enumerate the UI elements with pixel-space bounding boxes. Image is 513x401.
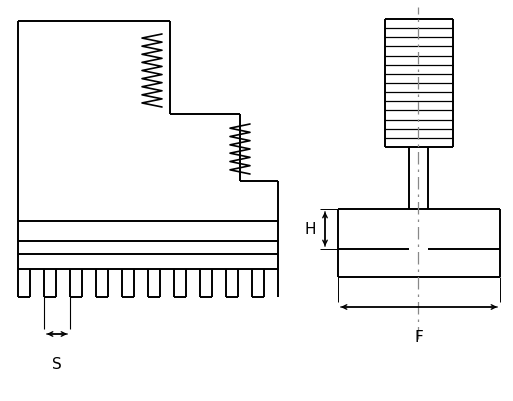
- Text: H: H: [304, 222, 315, 237]
- Text: F: F: [415, 330, 423, 344]
- Text: S: S: [52, 356, 62, 372]
